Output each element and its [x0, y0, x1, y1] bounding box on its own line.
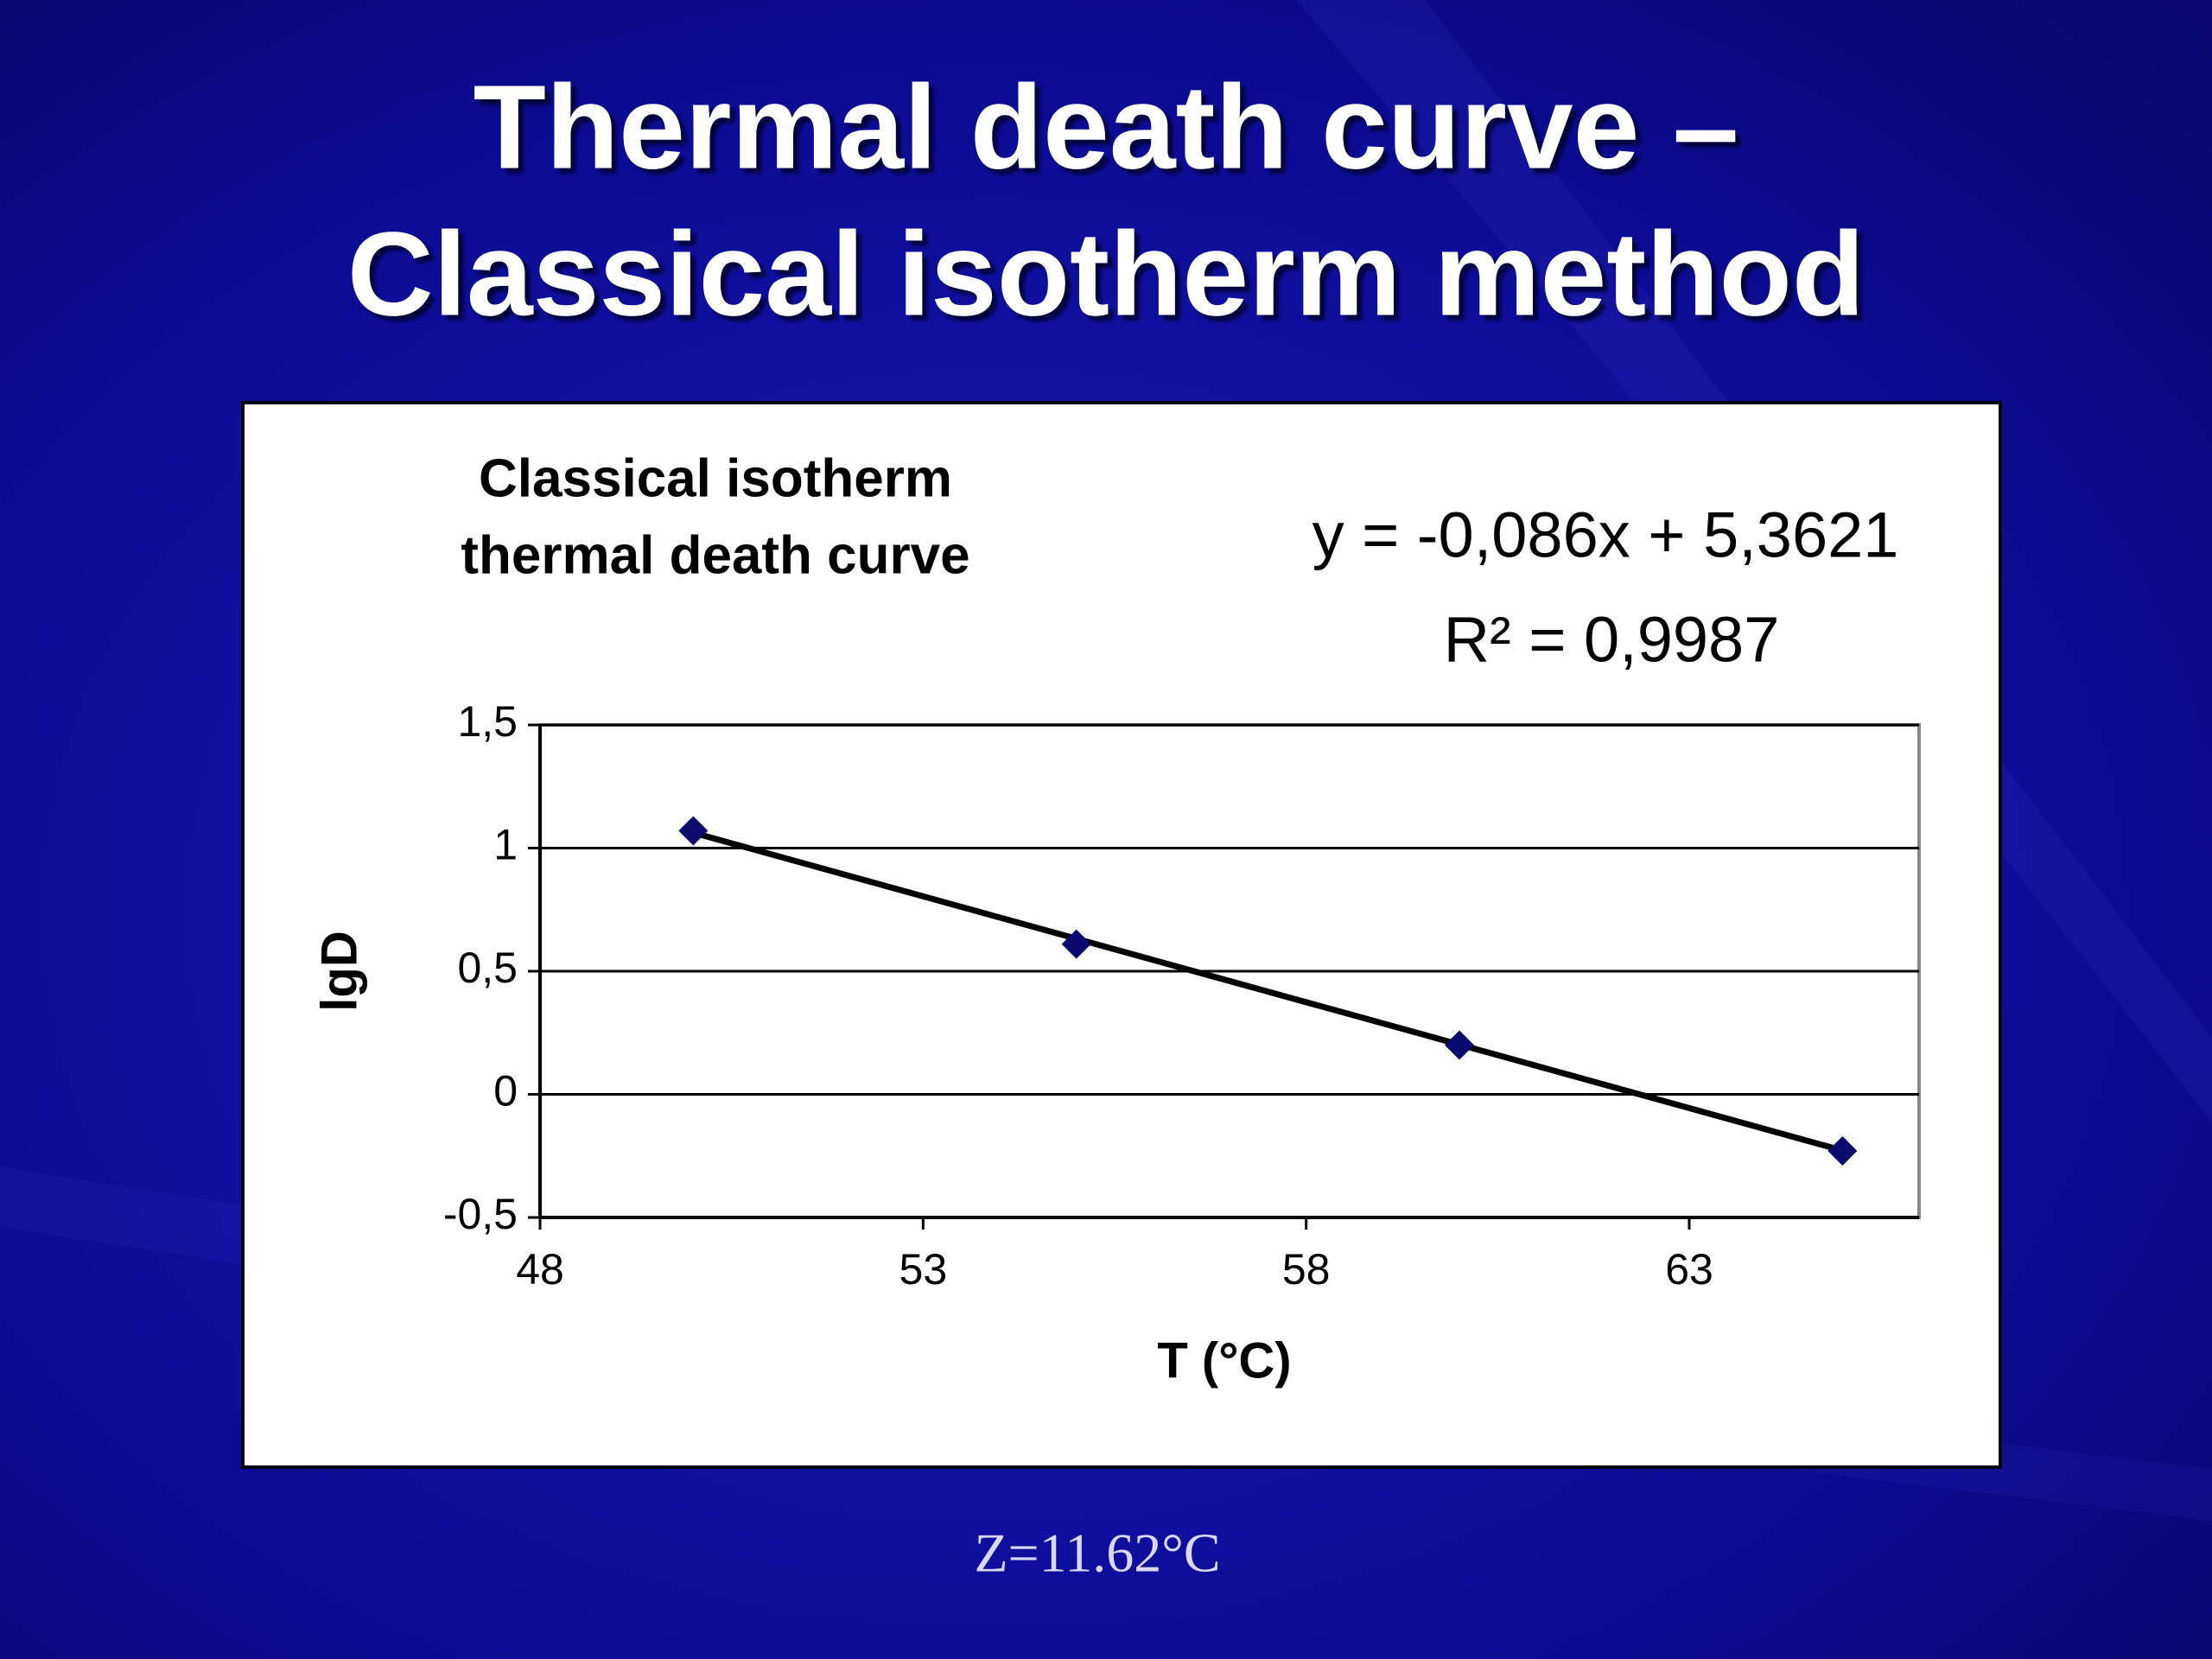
footnote: Z=11.62°C	[974, 1522, 1220, 1584]
trendline	[692, 830, 1844, 1154]
x-tick-label: 48	[516, 1245, 564, 1294]
y-tick-label: 1	[493, 821, 518, 869]
chart-frame	[241, 401, 2002, 1469]
data-point	[678, 816, 709, 846]
trendline-r-squared: R² = 0,9987	[1444, 604, 1780, 676]
x-tick-label: 53	[899, 1245, 948, 1294]
x-tick-label: 63	[1665, 1245, 1713, 1294]
trendline-equation: y = -0,086x + 5,3621	[1313, 499, 1899, 571]
chart-title: Classical isotherm	[479, 448, 952, 508]
x-axis-label: T (°C)	[1157, 1332, 1291, 1389]
y-tick-label: 0	[493, 1067, 518, 1116]
y-tick-label: 1,5	[457, 697, 518, 746]
y-axis-label: lgD	[311, 931, 367, 1011]
slide-title: Thermal death curve –	[474, 60, 1739, 194]
slide-title: Classical isotherm method	[347, 207, 1865, 340]
y-tick-label: -0,5	[443, 1190, 518, 1238]
data-point	[1827, 1136, 1858, 1166]
x-tick-label: 58	[1282, 1245, 1331, 1294]
data-point	[1445, 1030, 1474, 1060]
chart-title: thermal death curve	[461, 525, 969, 585]
data-point	[1061, 929, 1091, 959]
y-tick-label: 0,5	[457, 944, 518, 992]
